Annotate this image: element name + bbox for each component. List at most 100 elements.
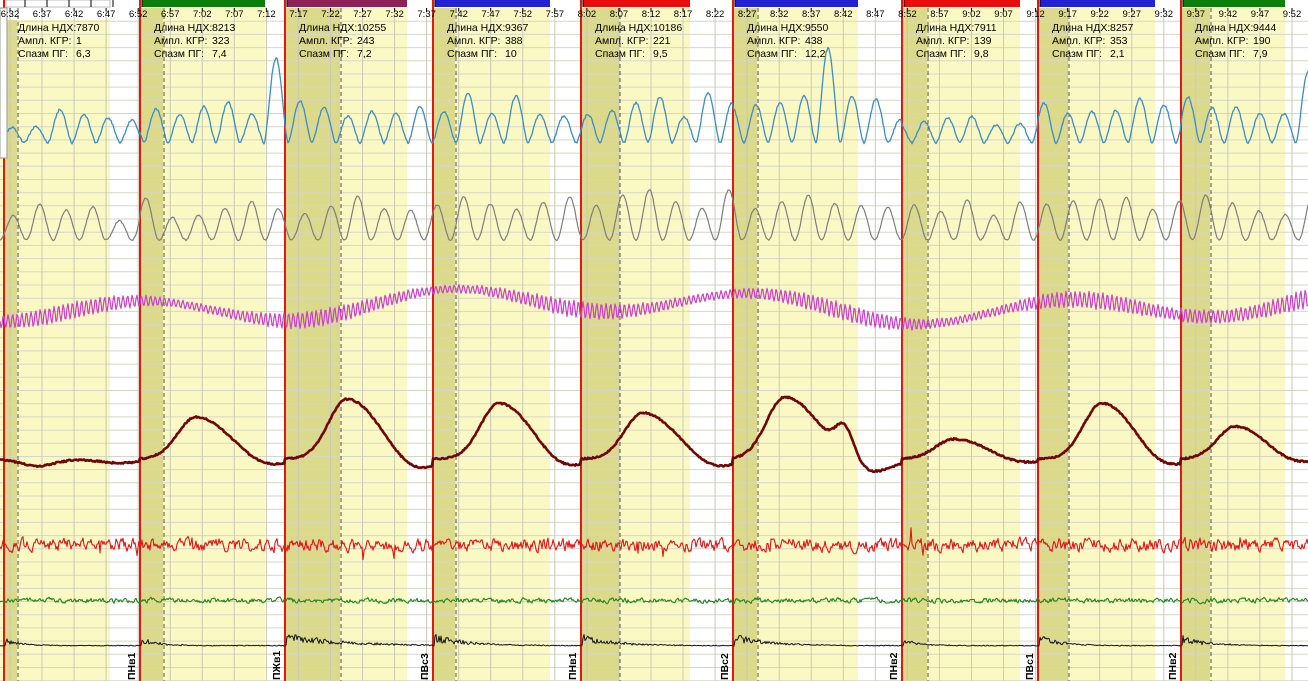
trace-black-events xyxy=(0,634,1308,647)
panel-label-ndx: Длина НДХ: xyxy=(299,22,358,34)
time-label: 8:37 xyxy=(802,9,821,20)
panel-label-ndx: Длина НДХ: xyxy=(447,22,506,34)
trace-red-emg xyxy=(0,527,1308,561)
panel-label-ndx: Длина НДХ: xyxy=(18,22,77,34)
time-label: 6:47 xyxy=(96,9,116,20)
panel-value-kgr: 438 xyxy=(805,35,823,47)
time-label: 8:12 xyxy=(641,9,661,20)
trace-gray-respiration xyxy=(0,189,1308,242)
panel-value-pg: 7,4 xyxy=(212,48,227,60)
panel-label-kgr: Ампл. КГР: xyxy=(595,35,649,47)
time-label: 9:17 xyxy=(1058,9,1077,20)
epoch-type-bar xyxy=(0,0,1308,8)
panel-value-pg: 2,1 xyxy=(1110,48,1125,60)
event-marker-label: ПВс2 xyxy=(719,653,731,680)
event-marker-label: ПВс1 xyxy=(1024,653,1036,680)
panel-label-ndx: Длина НДХ: xyxy=(916,22,975,34)
bar-segment-green[interactable] xyxy=(1183,0,1285,7)
panel-label-ndx: Длина НДХ: xyxy=(1195,22,1254,34)
time-label: 7:52 xyxy=(513,9,533,20)
panel-value-ndx: 10186 xyxy=(653,22,683,34)
epoch-info-panel: Длина НДХ: 7870 Ампл. КГР: 1 Спазм ПГ: 6,3 xyxy=(18,22,99,61)
panel-value-ndx: 8213 xyxy=(212,22,236,34)
trace-magenta-pleth xyxy=(0,284,1308,331)
time-label: 9:37 xyxy=(1186,9,1206,20)
time-label: 7:12 xyxy=(257,9,276,20)
bar-segment-blue[interactable] xyxy=(1040,0,1155,7)
panel-value-kgr: 221 xyxy=(653,35,671,47)
epoch-info-panel: Длина НДХ: 8257 Ампл. КГР: 353 Спазм ПГ: 2,1 xyxy=(1052,22,1133,61)
time-label: 8:07 xyxy=(609,9,629,20)
panel-label-ndx: Длина НДХ: xyxy=(1052,22,1111,34)
panel-value-kgr: 190 xyxy=(1253,35,1271,47)
bar-segment-ruler[interactable] xyxy=(5,0,111,8)
panel-label-kgr: Ампл. КГР: xyxy=(154,35,208,47)
trace-green-emg xyxy=(0,596,1308,605)
time-label: 9:52 xyxy=(1282,9,1302,20)
time-label: 8:22 xyxy=(705,9,725,20)
time-label: 7:22 xyxy=(321,9,340,20)
panel-value-kgr: 388 xyxy=(505,35,523,47)
event-marker-label: ПВс3 xyxy=(419,653,431,680)
time-label: 7:17 xyxy=(289,9,308,20)
panel-label-pg: Спазм ПГ: xyxy=(154,48,205,60)
time-label: 6:37 xyxy=(32,9,52,20)
left-panel-edge xyxy=(0,7,8,159)
epoch-info-panel: Длина НДХ: 10255 Ампл. КГР: 243 Спазм ПГ: 7,2 xyxy=(299,22,386,61)
time-label: 8:52 xyxy=(898,9,917,20)
time-label: 6:52 xyxy=(128,9,148,20)
panel-value-kgr: 323 xyxy=(212,35,230,47)
panel-label-ndx: Длина НДХ: xyxy=(747,22,806,34)
event-marker-label: ПНв2 xyxy=(888,652,900,680)
bar-segment-red[interactable] xyxy=(583,0,690,7)
traces xyxy=(0,46,1308,647)
time-label: 8:27 xyxy=(737,9,757,20)
panel-value-ndx: 10255 xyxy=(357,22,387,34)
panel-label-kgr: Ампл. КГР: xyxy=(299,35,353,47)
panel-value-kgr: 139 xyxy=(974,35,992,47)
bar-segment-blue[interactable] xyxy=(735,0,858,7)
panel-label-ndx: Длина НДХ: xyxy=(154,22,213,34)
trace-darkred-slowwave xyxy=(0,395,1308,473)
event-marker-label: ПНв2 xyxy=(1167,652,1179,680)
time-label: 8:42 xyxy=(834,9,853,20)
panel-label-pg: Спазм ПГ: xyxy=(747,48,798,60)
time-label: 8:17 xyxy=(673,9,693,20)
panel-value-pg: 9,8 xyxy=(974,48,989,60)
panel-label-pg: Спазм ПГ: xyxy=(595,48,646,60)
panel-value-pg: 12,2 xyxy=(805,48,826,60)
panel-value-pg: 10 xyxy=(505,48,517,60)
time-label: 7:37 xyxy=(417,9,436,20)
panel-label-pg: Спазм ПГ: xyxy=(447,48,498,60)
time-label: 8:32 xyxy=(769,9,789,20)
epoch-info-panel: Длина НДХ: 8213 Ампл. КГР: 323 Спазм ПГ: 7,4 xyxy=(154,22,235,61)
time-label: 9:42 xyxy=(1218,9,1238,20)
epoch-boundary-lines xyxy=(3,0,1182,681)
epoch-info-panel: Длина НДХ: 9444 Ампл. КГР: 190 Спазм ПГ: 7,9 xyxy=(1195,22,1276,61)
bar-segment-green[interactable] xyxy=(142,0,265,7)
panel-label-kgr: Ампл. КГР: xyxy=(747,35,801,47)
panel-label-kgr: Ампл. КГР: xyxy=(447,35,501,47)
time-label: 9:07 xyxy=(994,9,1013,20)
time-label: 8:57 xyxy=(930,9,949,20)
panel-value-pg: 7,2 xyxy=(357,48,372,60)
panel-label-pg: Спазм ПГ: xyxy=(916,48,967,60)
panel-value-ndx: 7911 xyxy=(974,22,997,34)
time-label: 7:57 xyxy=(545,9,565,20)
bar-segment-maroon[interactable] xyxy=(287,0,407,7)
event-marker-label: ПНв1 xyxy=(567,652,579,680)
time-label: 9:32 xyxy=(1154,9,1174,20)
panel-value-pg: 7,9 xyxy=(1253,48,1268,60)
event-marker-label: ПНв1 xyxy=(126,652,138,680)
panel-value-ndx: 7870 xyxy=(76,22,100,34)
ruler-tick-marks xyxy=(9,8,1293,12)
panel-value-kgr: 243 xyxy=(357,35,375,47)
bar-segment-blue[interactable] xyxy=(435,0,550,7)
panel-label-pg: Спазм ПГ: xyxy=(299,48,350,60)
time-label: 6:57 xyxy=(161,9,180,20)
grid xyxy=(0,8,1308,681)
time-label: 7:07 xyxy=(225,9,244,20)
bar-segment-red[interactable] xyxy=(904,0,1020,7)
